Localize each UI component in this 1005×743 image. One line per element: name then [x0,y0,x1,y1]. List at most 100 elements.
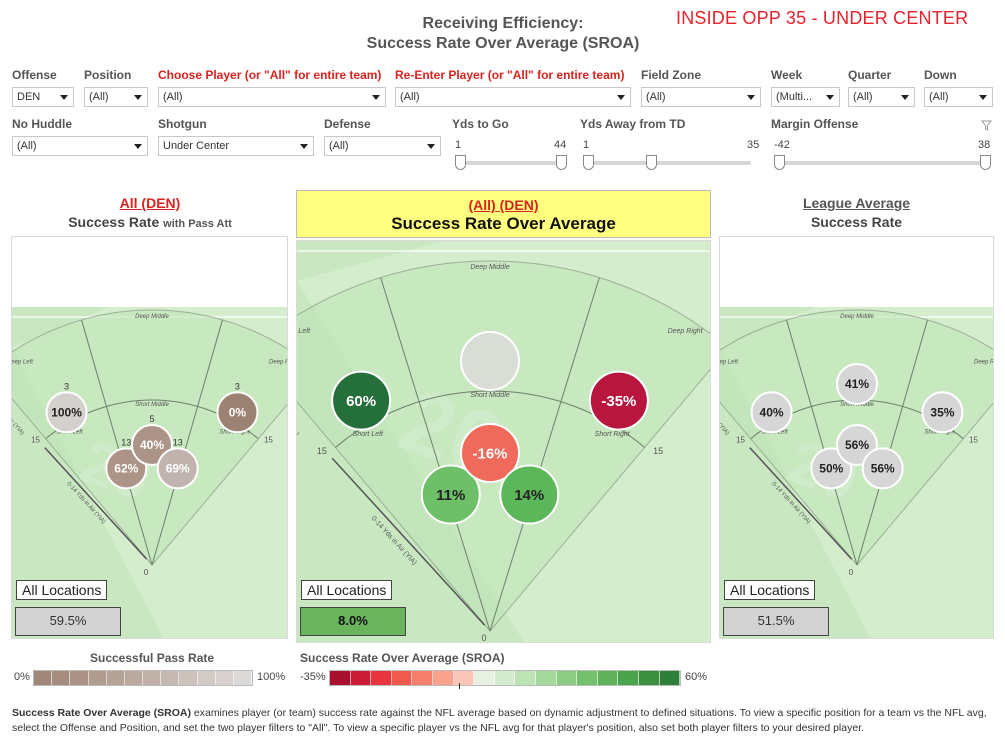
chevron-down-icon [979,95,987,100]
yds-from-td-min-handle[interactable] [583,155,594,170]
deep-right-label: Deep Right [974,359,994,365]
week-dropdown[interactable]: (Multi... [771,87,840,107]
zone-bubble [216,391,259,434]
footnote-bold: Success Rate Over Average (SROA) [12,707,191,719]
margin-offense-track[interactable] [774,161,989,165]
right-panel-header: League Average Success Rate [719,194,994,232]
shotgun-value: Under Center [163,140,230,152]
footnote: Success Rate Over Average (SROA) examine… [12,706,997,736]
yds-from-td-track[interactable] [583,161,751,165]
sroa-legend-swatch [556,671,578,685]
sroa-legend-swatch [350,671,372,685]
zone-value-label: 56% [871,462,895,476]
zone-divider-line [489,277,600,632]
zone-value-label: 60% [346,393,376,410]
sroa-legend-swatch [638,671,660,685]
down-value: (All) [929,91,949,103]
zone-bubble [420,464,481,525]
field-zone-dropdown[interactable]: (All) [641,87,761,107]
zone-value-label: 0% [229,405,247,419]
defense-dropdown[interactable]: (All) [324,136,441,156]
zone-value-label: 40% [140,438,164,452]
deep-middle-label: Deep Middle [135,314,169,320]
down-dropdown[interactable]: (All) [924,87,993,107]
yds-from-td-max: 35 [747,139,760,151]
no-huddle-label: No Huddle [12,117,72,131]
zone-divider-line [786,319,858,566]
yds-from-td-min: 1 [583,139,590,151]
success-legend-max: 100% [257,671,286,683]
sroa-legend-swatch [391,671,413,685]
margin-offense-label: Margin Offense [771,117,859,131]
yds-to-go-min-handle[interactable] [455,155,466,170]
sroa-legend-swatch [659,671,681,685]
fifteen-yard-marker-right: 15 [264,436,273,445]
center-all-locations-value: 8.0% [300,607,406,636]
success-legend-swatch [143,671,162,685]
dashboard-title: Receiving Efficiency: Success Rate Over … [330,14,676,54]
chevron-down-icon [300,144,308,149]
fifteen-yard-marker-right: 15 [969,436,978,445]
chevron-down-icon [134,144,142,149]
margin-offense-min-handle[interactable] [774,155,785,170]
situation-title: INSIDE OPP 35 - UNDER CENTER [676,8,969,28]
left-panel-title[interactable]: All (DEN) [119,195,181,211]
sroa-legend-swatch [597,671,619,685]
zone-bubble [45,391,88,434]
zone-bubble [588,370,649,431]
zone-value-label: 14% [514,487,544,504]
zero-yard-marker: 0 [144,568,149,577]
zone-value-label: 50% [819,462,843,476]
zone-bubble [460,331,520,391]
title-line-2: Success Rate Over Average (SROA) [366,35,640,52]
zone-bubble [460,423,520,483]
reenter-player-dropdown[interactable]: (All) [395,87,631,107]
success-legend-swatch [52,671,71,685]
short-middle-label: Short Middle [135,402,169,408]
success-legend-swatch [215,671,234,685]
right-panel-title: League Average [802,195,911,211]
zero-yard-marker: 0 [481,633,486,643]
no-huddle-dropdown[interactable]: (All) [12,136,148,156]
week-label: Week [771,68,803,82]
yds-from-td-label: Yds Away from TD [580,117,686,131]
yds-to-go-max-handle[interactable] [556,155,567,170]
defense-label: Defense [324,117,371,131]
zone-attempts-label: 5 [149,414,154,424]
position-dropdown[interactable]: (All) [84,87,148,107]
sroa-legend-swatch [432,671,454,685]
zone-attempts-label: 13 [121,437,131,447]
margin-offense-min: -42 [774,139,790,151]
shotgun-dropdown[interactable]: Under Center [158,136,314,156]
success-legend-swatch [70,671,89,685]
left-panel-header: All (DEN) Success Rate with Pass Att [12,194,288,234]
center-panel-header: (All) (DEN) Success Rate Over Average [296,190,711,238]
sroa-legend-swatch [535,671,557,685]
left-all-locations-label: All Locations [16,580,108,600]
success-legend-swatch [124,671,144,685]
left-panel-subtitle-small: with Pass Att [163,218,232,230]
offense-dropdown[interactable]: DEN [12,87,74,107]
deep-left-label: Deep Left [297,328,311,335]
zone-value-label: 35% [930,405,954,419]
filter-icon[interactable] [981,120,992,131]
yds-from-td-max-handle[interactable] [646,155,657,170]
choose-player-dropdown[interactable]: (All) [158,87,386,107]
quarter-dropdown[interactable]: (All) [848,87,915,107]
zone-divider-line [856,319,928,566]
sroa-legend-swatch [577,671,598,685]
margin-offense-max-handle[interactable] [980,155,991,170]
sroa-legend-swatch [515,671,536,685]
quarter-label: Quarter [848,68,892,82]
center-panel-subtitle: Success Rate Over Average [391,214,616,233]
zone-bubble [861,447,904,490]
deep-middle-label: Deep Middle [470,264,509,271]
zone-value-label: 100% [51,405,82,419]
choose-player-label: Choose Player (or "All" for entire team) [158,68,382,82]
center-panel-title[interactable]: (All) (DEN) [468,197,539,213]
yds-to-go-track[interactable] [455,161,567,165]
center-all-locations-label: All Locations [301,580,393,600]
